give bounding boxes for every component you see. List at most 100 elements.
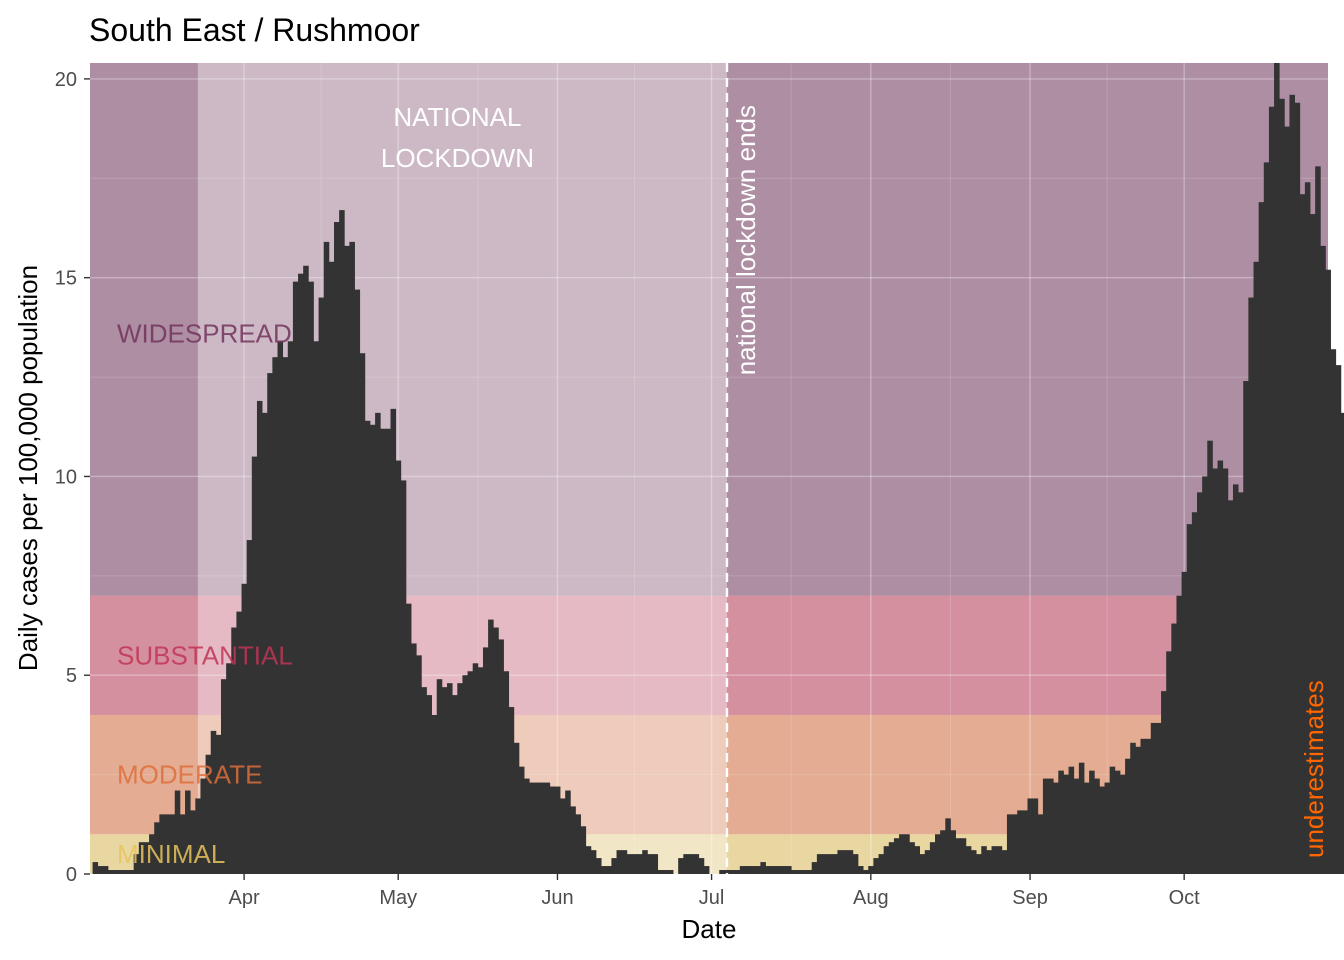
bar: [1104, 782, 1111, 874]
bar: [118, 870, 124, 874]
x-tick-label: Jul: [699, 887, 725, 909]
x-tick-label: Jun: [541, 887, 573, 909]
bar: [924, 850, 931, 874]
bar: [1258, 202, 1265, 874]
bar: [1304, 182, 1311, 874]
bar: [318, 297, 325, 874]
x-axis-title: Date: [682, 914, 737, 944]
bar: [791, 870, 797, 874]
bar: [1017, 810, 1023, 874]
bar: [1022, 810, 1028, 874]
bar: [1274, 63, 1280, 874]
bar: [554, 786, 561, 874]
bar: [621, 850, 628, 874]
bar: [123, 870, 129, 874]
bar: [195, 798, 201, 874]
y-tick-label: 5: [66, 665, 77, 687]
bar: [1212, 468, 1218, 874]
y-tick-label: 10: [55, 466, 77, 488]
bar: [1289, 94, 1296, 874]
bar: [601, 866, 607, 874]
bar: [529, 782, 535, 874]
bar: [482, 647, 489, 874]
bar: [765, 866, 772, 874]
bar: [560, 798, 566, 874]
bar: [1279, 98, 1285, 874]
bar: [811, 862, 818, 874]
bar: [868, 866, 874, 874]
bar: [863, 870, 869, 874]
bar: [349, 241, 355, 874]
bar: [149, 834, 155, 874]
bar: [431, 714, 438, 874]
bar: [873, 858, 879, 874]
bar: [1227, 500, 1234, 874]
bar: [729, 870, 736, 874]
bar: [1037, 814, 1044, 874]
bar: [313, 341, 319, 874]
bar: [662, 870, 669, 874]
bar: [570, 806, 576, 874]
bar: [92, 862, 99, 874]
bar: [241, 583, 248, 874]
bar: [452, 695, 458, 874]
band-label-widespread: WIDESPREAD: [117, 318, 292, 348]
bar: [426, 695, 433, 874]
bar: [1078, 762, 1085, 874]
bar: [200, 778, 206, 874]
bar: [436, 679, 443, 874]
bar: [205, 754, 212, 874]
bar: [965, 846, 972, 874]
bar: [102, 866, 109, 874]
bar: [678, 858, 684, 874]
bar: [385, 428, 391, 874]
bar: [837, 850, 843, 874]
band-label-substantial: SUBSTANTIAL: [117, 640, 293, 670]
bar: [786, 866, 792, 874]
bar: [1202, 476, 1208, 874]
bar: [1166, 651, 1172, 874]
bar: [1119, 774, 1126, 874]
lockdown-label-line1: NATIONAL: [393, 102, 521, 132]
bar: [1063, 774, 1069, 874]
bar: [816, 854, 823, 874]
band-labels: WIDESPREAD SUBSTANTIAL MODERATE MINIMAL: [117, 318, 293, 869]
bar: [637, 854, 643, 874]
bar: [411, 643, 417, 874]
bar: [534, 782, 540, 874]
x-axis: Apr May Jun Jul Aug Sep Oct: [229, 874, 1200, 909]
bar: [375, 412, 381, 874]
bar: [405, 603, 412, 874]
bar: [606, 866, 612, 874]
bar: [919, 854, 926, 874]
bar: [1068, 766, 1075, 874]
bar: [328, 261, 335, 874]
bar: [575, 814, 581, 874]
bar: [899, 834, 905, 874]
lockdown-label-line2: LOCKDOWN: [381, 143, 534, 173]
bar: [929, 842, 936, 874]
bar: [508, 707, 515, 874]
bar: [272, 357, 278, 874]
bar: [277, 341, 284, 874]
bar: [580, 826, 587, 874]
bar: [544, 782, 551, 874]
bar: [179, 814, 186, 874]
y-tick-label: 20: [55, 69, 77, 91]
bar: [1330, 349, 1337, 874]
bar: [935, 834, 941, 874]
bar: [626, 854, 633, 874]
bar: [852, 854, 859, 874]
bar: [631, 854, 638, 874]
bar: [113, 870, 119, 874]
bar: [970, 850, 977, 874]
bar: [806, 870, 813, 874]
bar: [1320, 245, 1326, 874]
bar: [524, 778, 530, 874]
bar: [303, 265, 309, 874]
bar: [447, 683, 453, 874]
bar: [1181, 571, 1188, 874]
bar: [1042, 778, 1049, 874]
bar: [822, 854, 828, 874]
bar: [1176, 595, 1182, 874]
